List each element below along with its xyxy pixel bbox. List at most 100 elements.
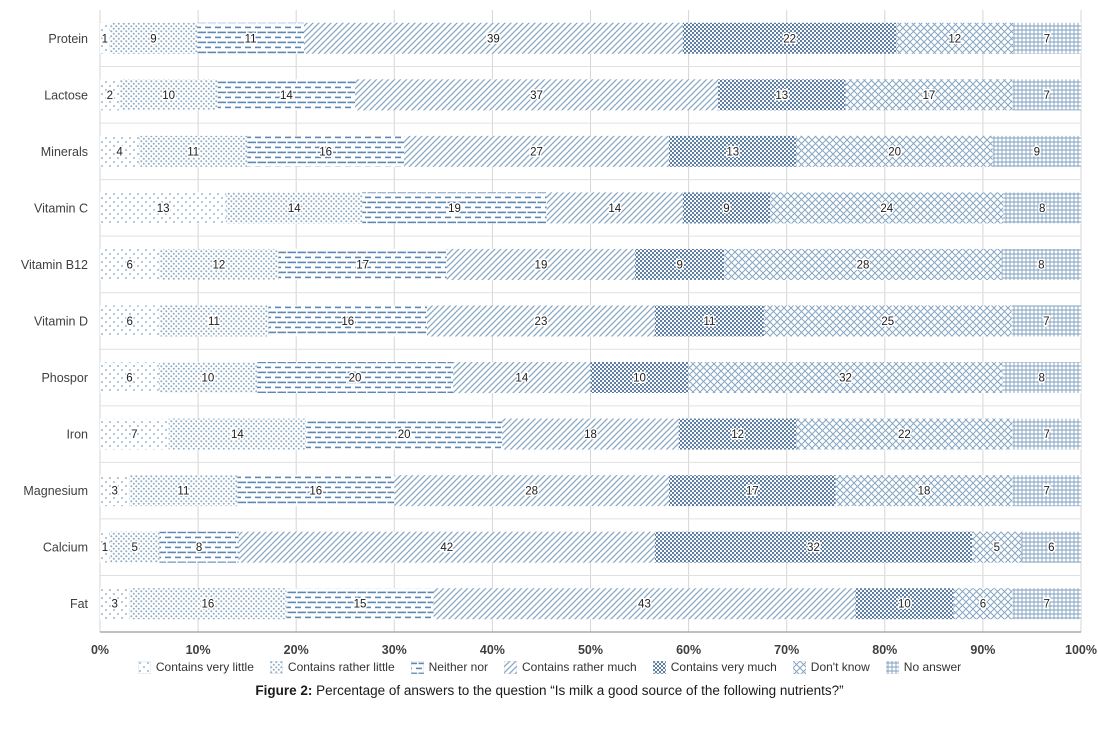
bar-value-label: 13 xyxy=(726,146,739,158)
bar-segment xyxy=(100,192,227,224)
bar-segment xyxy=(1021,531,1081,563)
bar-value-label: 18 xyxy=(584,429,597,441)
bar-segment xyxy=(590,362,689,394)
bar-segment xyxy=(100,79,120,111)
bar-segment xyxy=(1013,22,1081,54)
bar-segment xyxy=(724,248,1002,280)
bar-segment xyxy=(158,362,257,394)
bar-segment xyxy=(109,531,160,563)
bar-value-label: 20 xyxy=(888,146,901,158)
bar-segment xyxy=(100,362,159,394)
bar-value-label: 9 xyxy=(150,33,156,45)
bar-segment xyxy=(635,248,725,280)
bar-value-label: 14 xyxy=(280,90,293,102)
bar-segment xyxy=(668,475,836,507)
bar-value-label: 13 xyxy=(775,90,788,102)
x-axis-tick-label: 20% xyxy=(284,643,309,657)
bar-value-label: 20 xyxy=(398,429,411,441)
bar-value-label: 7 xyxy=(1044,33,1050,45)
bar-segment xyxy=(546,192,683,224)
bar-value-label: 7 xyxy=(1043,316,1049,328)
legend-label: Contains rather much xyxy=(522,660,637,674)
bar-segment xyxy=(1001,248,1081,280)
bar-value-label: 23 xyxy=(535,316,548,328)
legend-item: Neither nor xyxy=(410,660,488,674)
bar-segment xyxy=(394,475,669,507)
bar-value-label: 8 xyxy=(1038,259,1044,271)
bar-value-label: 14 xyxy=(608,203,621,215)
bar-segment xyxy=(159,531,239,563)
bar-value-label: 8 xyxy=(1039,373,1045,385)
x-axis-tick-label: 10% xyxy=(186,643,211,657)
bar-value-label: 22 xyxy=(898,429,911,441)
bar-segment xyxy=(835,475,1013,507)
bar-value-label: 11 xyxy=(187,146,199,158)
bar-value-label: 39 xyxy=(487,33,500,45)
bar-segment xyxy=(100,248,160,280)
bar-value-label: 6 xyxy=(1048,542,1054,554)
category-label: Vitamin B12 xyxy=(21,258,88,272)
legend-swatch-icon xyxy=(269,660,283,674)
figure-caption: Figure 2: Percentage of answers to the q… xyxy=(255,683,843,698)
bar-segment xyxy=(678,418,797,450)
bar-segment xyxy=(845,79,1013,111)
bar-segment xyxy=(682,192,771,224)
bar-segment xyxy=(100,475,130,507)
category-label: Iron xyxy=(66,428,88,442)
bar-value-label: 5 xyxy=(994,542,1000,554)
bar-segment xyxy=(129,475,238,507)
bar-segment xyxy=(109,22,198,54)
bar-value-label: 6 xyxy=(126,373,132,385)
bar-value-label: 11 xyxy=(245,33,257,45)
bar-segment xyxy=(1012,79,1081,111)
bar-value-label: 11 xyxy=(703,316,715,328)
legend-swatch-icon xyxy=(792,660,806,674)
bar-value-label: 18 xyxy=(918,486,931,498)
legend-swatch-icon xyxy=(504,660,517,674)
bar-value-label: 6 xyxy=(127,316,133,328)
bar-value-label: 25 xyxy=(881,316,894,328)
bar-segment xyxy=(1002,362,1081,394)
bar-value-label: 11 xyxy=(208,316,220,328)
bar-value-label: 14 xyxy=(231,429,244,441)
bar-value-label: 12 xyxy=(213,259,226,271)
bar-value-label: 17 xyxy=(356,259,369,271)
bar-value-label: 9 xyxy=(723,203,729,215)
bar-segment xyxy=(763,305,1012,337)
bar-segment xyxy=(256,362,454,394)
bar-segment xyxy=(796,418,1013,450)
bar-segment xyxy=(100,418,169,450)
bar-value-label: 7 xyxy=(1043,429,1049,441)
bar-segment xyxy=(668,135,797,167)
bar-segment xyxy=(855,588,954,620)
bar-segment xyxy=(654,305,764,337)
bar-segment xyxy=(502,418,679,450)
bar-segment xyxy=(953,588,1013,620)
bar-value-label: 6 xyxy=(980,599,986,611)
bar-segment xyxy=(159,248,279,280)
bar-segment xyxy=(197,22,304,54)
bar-segment xyxy=(688,362,1003,394)
bar-segment xyxy=(972,531,1022,563)
bar-value-label: 1 xyxy=(102,542,108,554)
bar-segment xyxy=(247,135,405,167)
bar-segment xyxy=(238,531,655,563)
bar-segment xyxy=(362,192,547,224)
category-label: Lactose xyxy=(44,88,88,102)
chart-legend: Contains very little Contains rather litt… xyxy=(0,660,1099,674)
bar-value-label: 19 xyxy=(535,259,548,271)
bar-value-label: 10 xyxy=(898,599,911,611)
bar-value-label: 16 xyxy=(202,599,215,611)
bar-segment xyxy=(718,79,846,111)
bar-segment xyxy=(268,305,427,337)
bar-value-label: 7 xyxy=(1043,486,1049,498)
bar-value-label: 28 xyxy=(525,486,538,498)
stacked-bar-chart: 0% 10% 20% 30% 40% 50% 60% 70% 80% 90% 100% Protein… xyxy=(21,10,1097,657)
bar-value-label: 7 xyxy=(131,429,137,441)
bar-segment xyxy=(303,22,683,54)
bar-value-label: 3 xyxy=(112,486,118,498)
bar-value-label: 27 xyxy=(530,146,543,158)
x-axis-tick-label: 40% xyxy=(480,643,505,657)
bar-segment xyxy=(1011,305,1081,337)
